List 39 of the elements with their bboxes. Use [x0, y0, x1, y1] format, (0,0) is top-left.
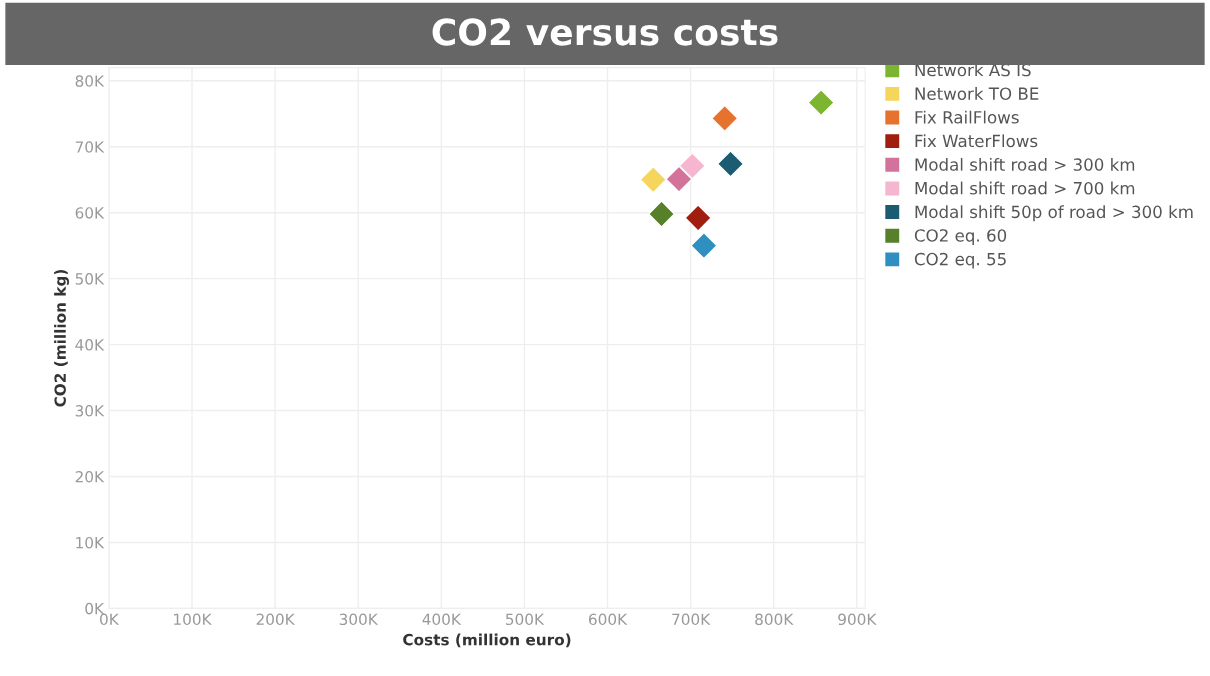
x-tick-label: 0K [100, 613, 120, 626]
point [717, 150, 744, 178]
point [711, 105, 739, 132]
x-axis-title: Costs (million euro) [403, 633, 571, 648]
x-tick-label: 600K [589, 613, 628, 626]
y-tick-label: 50K [75, 273, 105, 285]
x-tick-label: 300K [339, 613, 379, 626]
y-tick-label: 80K [75, 75, 105, 87]
x-tick-label: 100K [174, 613, 212, 626]
x-tick-label: 200K [256, 613, 296, 626]
point [807, 89, 835, 116]
point [684, 204, 712, 232]
point [665, 165, 693, 193]
y-tick-label: 10K [76, 536, 105, 549]
x-tick-label: 700K [672, 613, 711, 626]
legend-label: Modal shift 50p of road > 300 km [915, 205, 1193, 222]
legend-label: Modal shift road > 300 km [915, 157, 1135, 171]
x-tick-label: 900K [838, 613, 877, 626]
y-tick-label: 20K [75, 470, 105, 483]
y-tick-label: 60K [75, 207, 105, 219]
legend-label: Network TO BE [915, 87, 1039, 100]
x-tick-label: 400K [422, 613, 462, 626]
legend-label: Fix WaterFlows [915, 134, 1038, 148]
y-tick-label: 40K [75, 339, 105, 351]
x-tick-label: 500K [506, 613, 545, 626]
legend-label: Modal shift road > 700 km [915, 181, 1135, 195]
y-tick-label: 70K [75, 141, 105, 153]
chart-title: CO2 versus costs [432, 18, 778, 46]
point [678, 152, 706, 180]
point [690, 232, 718, 260]
point [639, 166, 667, 194]
legend-label: Fix RailFlows [915, 110, 1019, 124]
legend-label: CO2 eq. 60 [914, 229, 1007, 245]
y-tick-label: 0K [85, 602, 105, 615]
x-tick-label: 800K [755, 613, 794, 626]
legend-label: CO2 eq. 55 [914, 252, 1006, 269]
point [648, 200, 675, 228]
y-axis-title: CO2 (million kg) [54, 269, 70, 407]
y-tick-label: 30K [75, 405, 105, 417]
